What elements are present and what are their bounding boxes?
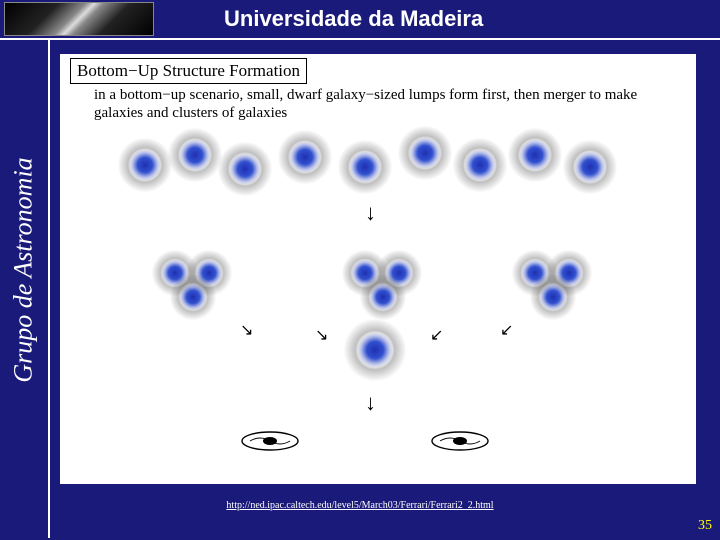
- lump: [540, 284, 566, 310]
- lump: [130, 150, 160, 180]
- lump: [410, 138, 440, 168]
- footer-link[interactable]: http://ned.ipac.caltech.edu/level5/March…: [0, 500, 720, 511]
- lump: [520, 140, 550, 170]
- header-title: Universidade da Madeira: [224, 6, 483, 32]
- sidebar-label: Grupo de Astronomia: [9, 157, 39, 382]
- header: Universidade da Madeira: [0, 0, 720, 40]
- lump: [358, 333, 392, 367]
- lump: [230, 154, 260, 184]
- lump: [180, 140, 210, 170]
- lump: [575, 152, 605, 182]
- spiral-galaxy: [240, 430, 300, 452]
- merge-arrow: ↘: [315, 325, 328, 345]
- figure-title: Bottom−Up Structure Formation: [70, 58, 307, 84]
- arrow-down: ↓: [365, 390, 376, 416]
- merge-arrow: ↙: [430, 325, 443, 345]
- lump: [350, 152, 380, 182]
- lump: [370, 284, 396, 310]
- arrow-down: ↓: [365, 200, 376, 226]
- lump: [290, 142, 320, 172]
- lump: [465, 150, 495, 180]
- merge-arrow: ↙: [500, 320, 513, 340]
- structure-formation-diagram: ↓ ↘ ↘ ↙ ↙ ↓: [70, 130, 686, 470]
- header-galaxy-image: [4, 2, 154, 36]
- vertical-divider: [48, 40, 50, 538]
- sidebar: Grupo de Astronomia: [0, 40, 48, 500]
- figure-subtitle: in a bottom−up scenario, small, dwarf ga…: [94, 86, 686, 122]
- page-number: 35: [698, 518, 712, 534]
- lump: [180, 284, 206, 310]
- spiral-galaxy: [430, 430, 490, 452]
- merge-arrow: ↘: [240, 320, 253, 340]
- content-area: Bottom−Up Structure Formation in a botto…: [60, 54, 696, 484]
